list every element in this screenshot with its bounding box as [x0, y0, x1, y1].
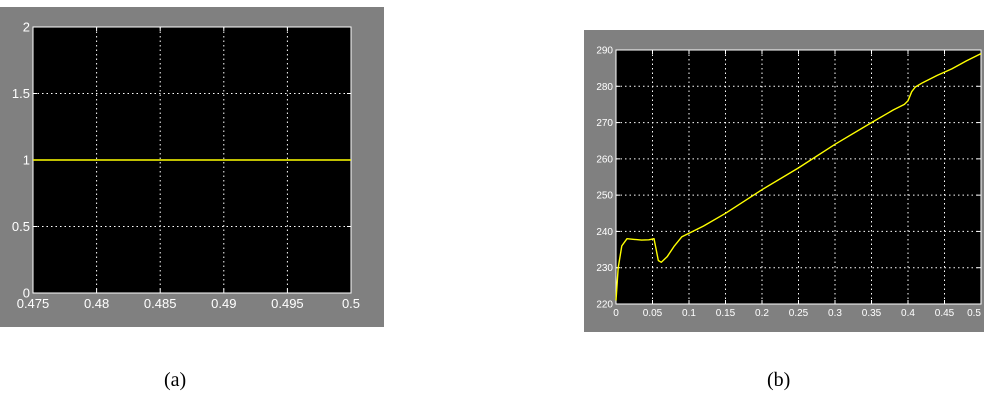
y-tick-label: 270 [596, 118, 613, 129]
y-tick-label: 0.5 [12, 219, 30, 234]
x-tick-label: 0.2 [755, 308, 769, 319]
scope-panel-a: 0.475 0.48 0.485 0.49 0.495 0.5 0 0.5 1 1.5 2 [0, 7, 384, 327]
x-tick-label: 0.5 [342, 296, 360, 311]
x-tick-label: 0.475 [17, 296, 50, 311]
x-tick-label: 0.25 [789, 308, 809, 319]
x-tick-label: 0.495 [271, 296, 304, 311]
scope-panel-b: 0 0.05 0.1 0.15 0.2 0.25 0.3 0.35 0.4 0.45 0.5 220 2… [584, 30, 984, 332]
y-tick-label: 220 [596, 300, 613, 311]
y-tick-label: 240 [596, 227, 613, 238]
y-tick-label: 1.5 [12, 86, 30, 101]
y-tick-label: 280 [596, 82, 613, 93]
x-tick-label: 0.5 [967, 308, 981, 319]
x-tick-label: 0.4 [901, 308, 915, 319]
y-tick-label: 230 [596, 263, 613, 274]
y-tick-label: 0 [23, 286, 30, 301]
y-tick-label: 290 [596, 46, 613, 57]
x-tick-label: 0.45 [935, 308, 955, 319]
x-tick-label: 0 [613, 308, 619, 319]
x-tick-label: 0.05 [643, 308, 663, 319]
x-tick-label: 0.485 [144, 296, 177, 311]
y-tick-label: 250 [596, 191, 613, 202]
x-tick-label: 0.35 [862, 308, 882, 319]
caption-a: (a) [164, 369, 187, 391]
x-tick-label: 0.15 [716, 308, 736, 319]
series-line [615, 52, 982, 301]
x-tick-label: 0.3 [828, 308, 842, 319]
x-tick-label: 0.1 [682, 308, 696, 319]
caption-b: (b) [767, 369, 791, 391]
y-tick-label: 1 [23, 153, 30, 168]
x-tick-label: 0.49 [211, 296, 236, 311]
chart-a: 0.475 0.48 0.485 0.49 0.495 0.5 0 0.5 1 1.5 2 [12, 20, 360, 311]
x-tick-label: 0.48 [84, 296, 109, 311]
chart-b: 0 0.05 0.1 0.15 0.2 0.25 0.3 0.35 0.4 0.45 0.5 220 2… [596, 46, 982, 319]
y-tick-label: 2 [23, 20, 30, 35]
y-tick-label: 260 [596, 154, 613, 165]
